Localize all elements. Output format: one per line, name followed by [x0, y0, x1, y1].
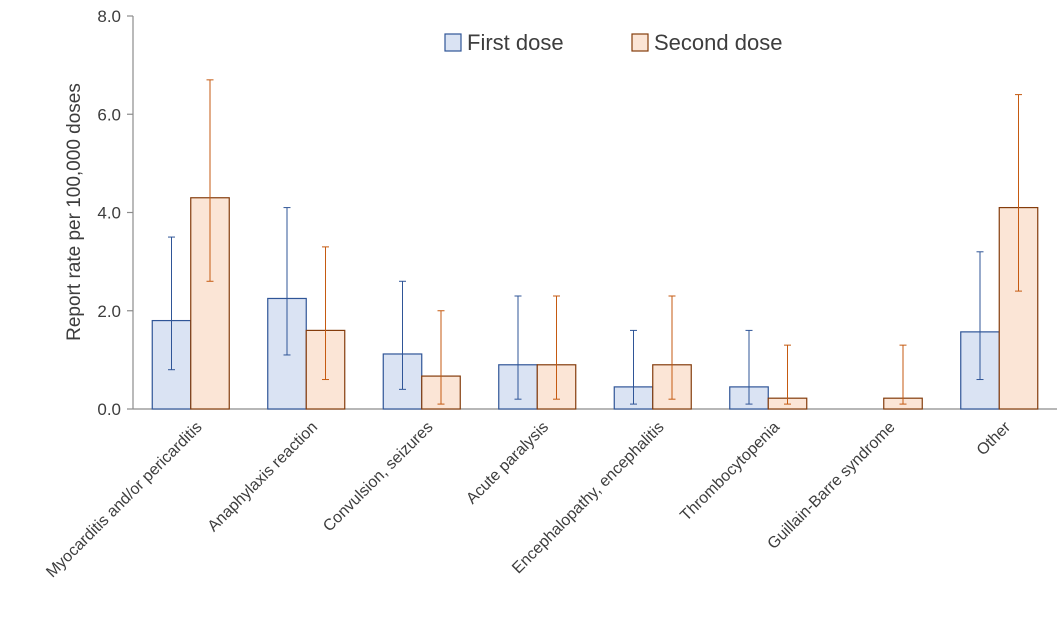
error-bar [322, 246, 329, 381]
legend-swatch [444, 33, 462, 52]
error-bar [399, 280, 406, 390]
error-bar [168, 236, 175, 371]
error-bar [1015, 94, 1022, 292]
y-tick-label: 0.0 [97, 400, 121, 419]
error-bar [976, 251, 984, 381]
y-axis-title: Report rate per 100,000 doses [64, 83, 85, 341]
error-bar [668, 295, 676, 400]
y-tick-label: 6.0 [97, 105, 121, 124]
category-label: Other [974, 418, 1015, 459]
legend-item: Second dose [631, 30, 782, 55]
category-labels: Myocarditis and/or pericarditis Anaphylax… [43, 418, 1014, 581]
error-bar [283, 207, 291, 356]
category-label: Thrombocytopenia [677, 419, 783, 525]
legend-label: First dose [467, 30, 564, 55]
error-bar [784, 344, 791, 405]
category-label: Myocarditis and/or pericarditis [43, 419, 205, 581]
legend-label: Second dose [654, 30, 782, 55]
bars [151, 197, 1039, 410]
error-bar [553, 295, 560, 400]
error-bar [206, 79, 214, 282]
legend: First dose Second dose [444, 30, 782, 55]
error-bar [514, 295, 522, 400]
legend-swatch [631, 33, 649, 52]
category-label: Anaphylaxis reaction [205, 419, 321, 535]
error-bar [437, 310, 445, 405]
error-bar [630, 329, 637, 405]
legend-item: First dose [444, 30, 564, 55]
y-tick-label: 2.0 [97, 302, 121, 321]
category-label: Guillain-Barre syndrome [765, 419, 899, 553]
y-tick-label: 4.0 [97, 204, 121, 223]
y-tick-label: 8.0 [97, 7, 121, 26]
bar-second-dose [190, 197, 230, 410]
y-ticks: 0.0 2.0 4.0 6.0 8.0 [97, 7, 133, 419]
error-bar [745, 329, 753, 405]
category-label: Acute paralysis [463, 419, 552, 508]
category-label: Convulsion, seizures [320, 419, 436, 535]
error-bars [168, 79, 1022, 405]
error-bar [899, 344, 907, 405]
